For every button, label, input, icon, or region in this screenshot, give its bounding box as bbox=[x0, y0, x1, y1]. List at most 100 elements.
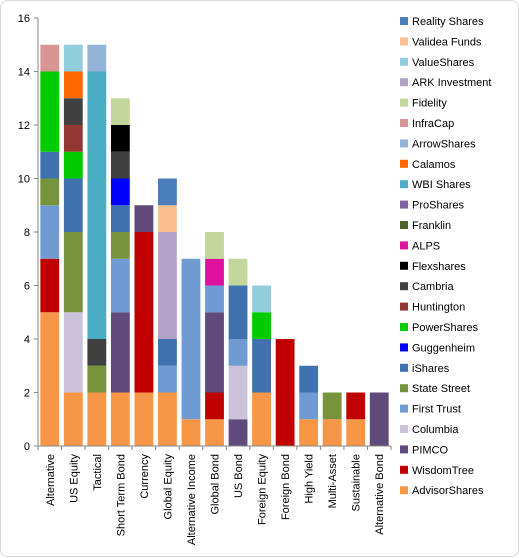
bar-segment bbox=[228, 285, 248, 339]
legend-label: iShares bbox=[412, 363, 450, 375]
bar-segment bbox=[228, 258, 248, 286]
legend-label: ValueShares bbox=[412, 57, 475, 69]
legend-swatch bbox=[400, 404, 408, 413]
bar-segment bbox=[134, 392, 154, 446]
legend-label: Franklin bbox=[412, 220, 451, 232]
x-tick-label: Foreign Equity bbox=[257, 454, 269, 525]
legend-swatch bbox=[400, 445, 408, 454]
legend-label: State Street bbox=[412, 383, 470, 395]
bar-segment bbox=[299, 392, 319, 420]
legend-label: Guggenheim bbox=[412, 342, 475, 354]
bar-segment bbox=[40, 44, 60, 72]
legend-swatch bbox=[400, 17, 408, 25]
legend-label: ArrowShares bbox=[412, 138, 476, 150]
y-tick-label: 12 bbox=[18, 120, 30, 132]
legend-swatch bbox=[400, 119, 408, 127]
y-tick-label: 4 bbox=[24, 334, 30, 346]
y-tick-label: 10 bbox=[18, 174, 30, 186]
bar-segment bbox=[252, 392, 271, 446]
legend-item: WisdomTree bbox=[400, 465, 474, 477]
bar-segment bbox=[63, 232, 83, 313]
bar-segment bbox=[205, 232, 224, 259]
x-tick-label: High Yield bbox=[304, 454, 316, 504]
bar-segment bbox=[40, 258, 60, 313]
bar-segment bbox=[40, 178, 60, 206]
legend-item: PIMCO bbox=[400, 444, 449, 456]
legend-item: ALPS bbox=[400, 240, 440, 252]
y-tick-label: 0 bbox=[24, 441, 30, 453]
bar-segment bbox=[110, 312, 130, 393]
legend-label: WBI Shares bbox=[412, 179, 471, 191]
legend-label: Flexshares bbox=[412, 261, 466, 273]
legend-item: Flexshares bbox=[400, 261, 466, 273]
legend-item: Reality Shares bbox=[400, 16, 484, 28]
legend-swatch bbox=[400, 363, 408, 372]
legend-item: AdvisorShares bbox=[400, 485, 484, 497]
legend-item: PowerShares bbox=[400, 322, 479, 334]
legend-label: PIMCO bbox=[412, 444, 449, 456]
legend-swatch bbox=[400, 282, 408, 291]
y-tick-label: 6 bbox=[24, 281, 30, 293]
bar-segment bbox=[181, 258, 201, 420]
legend-item: State Street bbox=[400, 383, 470, 395]
legend-label: AdvisorShares bbox=[412, 485, 484, 497]
bar-segment bbox=[205, 285, 224, 313]
x-tick-label: Currency bbox=[139, 454, 151, 499]
bar-segment bbox=[205, 419, 224, 446]
legend-item: First Trust bbox=[400, 404, 461, 416]
bar-segment bbox=[275, 339, 295, 446]
legend-swatch bbox=[400, 261, 408, 270]
legend-swatch bbox=[400, 425, 408, 433]
legend-swatch bbox=[400, 139, 408, 148]
legend-label: Calamos bbox=[412, 159, 456, 171]
bar-segment bbox=[158, 178, 177, 206]
x-tick-label: US Bond bbox=[233, 454, 245, 498]
legend-swatch bbox=[400, 465, 408, 474]
legend-item: Guggenheim bbox=[400, 342, 475, 354]
bar-segment bbox=[110, 178, 130, 206]
bar-segment bbox=[299, 419, 319, 446]
bar-segment bbox=[134, 205, 154, 232]
bar-segment bbox=[322, 419, 342, 446]
bar-segment bbox=[158, 339, 177, 366]
bar-segment bbox=[87, 392, 107, 446]
bar-segment bbox=[205, 392, 224, 420]
x-tick-label: US Equity bbox=[68, 454, 80, 503]
bar-segment bbox=[87, 71, 107, 339]
bar-segment bbox=[63, 71, 83, 99]
bar-segment bbox=[87, 365, 107, 393]
legend-label: WisdomTree bbox=[412, 465, 474, 477]
bar-segment bbox=[252, 285, 271, 313]
x-tick-label: Multi-Asset bbox=[327, 454, 339, 508]
bar-segment bbox=[252, 339, 271, 393]
bar-segment bbox=[134, 232, 154, 393]
legend-item: Franklin bbox=[400, 220, 451, 232]
bar-segment bbox=[228, 419, 248, 446]
legend-item: Cambria bbox=[400, 281, 454, 293]
bar-segment bbox=[205, 312, 224, 393]
bar-segment bbox=[228, 365, 248, 420]
legend-label: ProShares bbox=[412, 200, 464, 212]
legend-label: Reality Shares bbox=[412, 16, 484, 28]
legend-item: ArrowShares bbox=[400, 138, 476, 150]
x-tick-label: Sustainable bbox=[351, 454, 363, 512]
legend-item: Validea Funds bbox=[400, 36, 482, 48]
legend-item: Columbia bbox=[400, 424, 459, 436]
legend-swatch bbox=[400, 78, 408, 87]
legend-swatch bbox=[400, 159, 408, 168]
legend-item: ARK Investment bbox=[400, 77, 491, 89]
bar-segment bbox=[63, 125, 83, 152]
bar-segment bbox=[205, 258, 224, 286]
bar-segment bbox=[63, 312, 83, 393]
bar-segment bbox=[40, 71, 60, 152]
legend-swatch bbox=[400, 200, 408, 209]
legend: Reality Shares Validea Funds ValueShares AR… bbox=[400, 16, 491, 497]
legend-label: PowerShares bbox=[412, 322, 479, 334]
x-tick-label: Alternative bbox=[45, 454, 57, 506]
x-tick-label: Foreign Bond bbox=[280, 454, 292, 520]
legend-label: Huntington bbox=[412, 302, 465, 314]
legend-label: ARK Investment bbox=[412, 77, 491, 89]
bar-segment bbox=[158, 392, 177, 446]
legend-item: Huntington bbox=[400, 302, 465, 314]
